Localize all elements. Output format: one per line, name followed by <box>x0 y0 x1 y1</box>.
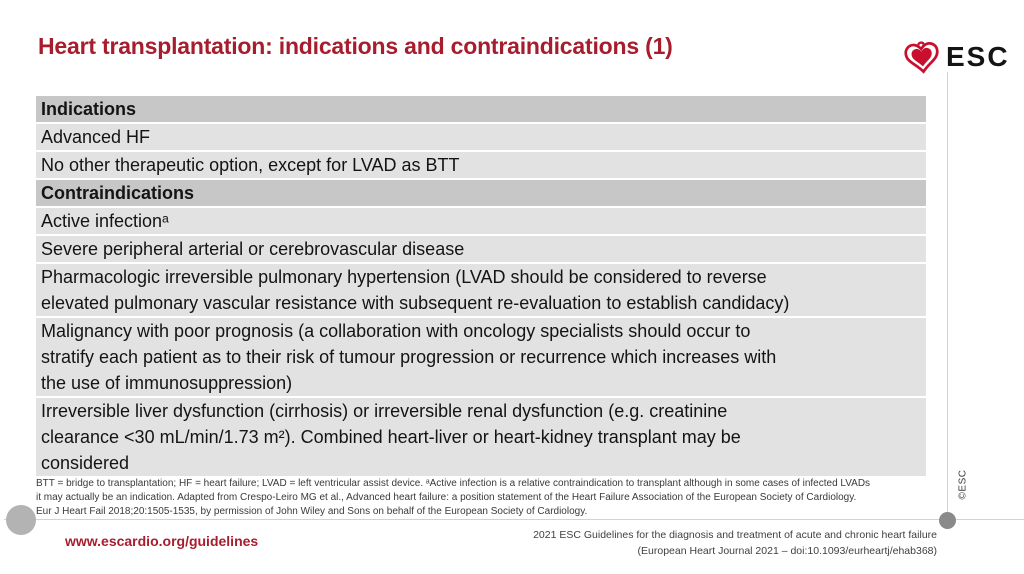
footnote-line: it may actually be an indication. Adapte… <box>36 491 857 503</box>
table-section-header-row: Contraindications <box>36 180 926 206</box>
vertical-divider <box>947 72 948 520</box>
table-row: Active infectionᵃ <box>36 208 926 234</box>
reference-line-1: 2021 ESC Guidelines for the diagnosis an… <box>533 529 937 541</box>
left-divider-dot <box>6 505 36 535</box>
footnote-line: BTT = bridge to transplantation; HF = he… <box>36 478 871 489</box>
table-cell-line: elevated pulmonary vascular resistance w… <box>41 293 790 313</box>
esc-logo: ESC <box>903 36 1013 78</box>
table-cell-line: considered <box>41 453 130 473</box>
table-cell-line: Contraindications <box>41 183 195 203</box>
table-cell-line: the use of immunosuppression) <box>41 373 293 393</box>
table-cell-line: Pharmacologic irreversible pulmonary hyp… <box>41 267 767 287</box>
table-cell-line: No other therapeutic option, except for … <box>41 155 460 175</box>
footnote-line: Eur J Heart Fail 2018;20:1505-1535, by p… <box>36 505 588 517</box>
table-cell-line: Active infectionᵃ <box>41 211 169 231</box>
footnote: BTT = bridge to transplantation; HF = he… <box>36 477 941 518</box>
horizontal-divider <box>4 519 1024 520</box>
indications-table: Indications Advanced HF No other therapeut… <box>36 96 926 478</box>
reference-citation: 2021 ESC Guidelines for the diagnosis an… <box>533 528 937 559</box>
table-cell-line: Malignancy with poor prognosis (a collab… <box>41 321 751 341</box>
table-row: Severe peripheral arterial or cerebrovas… <box>36 236 926 262</box>
table-cell-line: Advanced HF <box>41 127 151 147</box>
right-divider-dot <box>939 512 956 529</box>
table-row: No other therapeutic option, except for … <box>36 152 926 178</box>
table-cell-line: clearance <30 mL/min/1.73 m²). Combined … <box>41 427 741 447</box>
esc-logo-text: ESC <box>946 41 1010 72</box>
table-row: Advanced HF <box>36 124 926 150</box>
esc-heart-icon <box>903 37 941 77</box>
reference-line-2: (European Heart Journal 2021 – doi:10.10… <box>637 544 937 557</box>
table-section-header-row: Indications <box>36 96 926 122</box>
table-cell-line: stratify each patient as to their risk o… <box>41 347 777 367</box>
table-row: Irreversible liver dysfunction (cirrhosi… <box>36 398 926 476</box>
slide-title: Heart transplantation: indications and c… <box>38 33 673 59</box>
table-cell-line: Indications <box>41 99 137 119</box>
table-cell-line: Irreversible liver dysfunction (cirrhosi… <box>41 401 728 421</box>
table-cell-line: Severe peripheral arterial or cerebrovas… <box>41 239 465 259</box>
table-row: Malignancy with poor prognosis (a collab… <box>36 318 926 396</box>
table-row: Pharmacologic irreversible pulmonary hyp… <box>36 264 926 316</box>
copyright-esc-vertical: ©ESC <box>957 469 969 500</box>
guidelines-link[interactable]: www.escardio.org/guidelines <box>65 533 259 549</box>
